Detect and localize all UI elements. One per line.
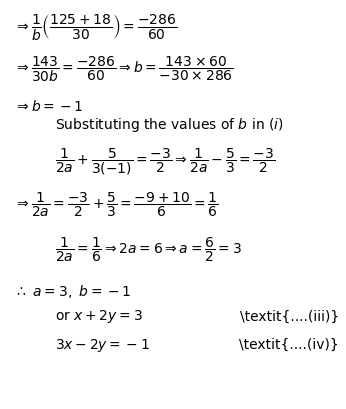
Text: $3x - 2y = -1$: $3x - 2y = -1$ [55, 336, 150, 353]
Text: $\Rightarrow \dfrac{143}{30b} = \dfrac{-286}{60} \Rightarrow b = \dfrac{143 \tim: $\Rightarrow \dfrac{143}{30b} = \dfrac{-… [14, 55, 234, 84]
Text: $\Rightarrow b = -1$: $\Rightarrow b = -1$ [14, 99, 83, 114]
Text: \textit{....(iii)}: \textit{....(iii)} [240, 309, 339, 323]
Text: \textit{....(iv)}: \textit{....(iv)} [239, 337, 339, 351]
Text: $\mathrm{or}\ x + 2y = 3$: $\mathrm{or}\ x + 2y = 3$ [55, 307, 143, 324]
Text: Substituting the values of $b$ in ($i$): Substituting the values of $b$ in ($i$) [55, 116, 284, 134]
Text: $\therefore\ a = 3,\ b = -1$: $\therefore\ a = 3,\ b = -1$ [14, 282, 131, 299]
Text: $\dfrac{1}{2a} = \dfrac{1}{6} \Rightarrow 2a = 6 \Rightarrow a = \dfrac{6}{2} = : $\dfrac{1}{2a} = \dfrac{1}{6} \Rightarro… [55, 235, 242, 264]
Text: $\dfrac{1}{2a} + \dfrac{5}{3(-1)} = \dfrac{-3}{2} \Rightarrow \dfrac{1}{2a} - \d: $\dfrac{1}{2a} + \dfrac{5}{3(-1)} = \dfr… [55, 146, 276, 177]
Text: $\Rightarrow \dfrac{1}{2a} = \dfrac{-3}{2} + \dfrac{5}{3} = \dfrac{-9+10}{6} = \: $\Rightarrow \dfrac{1}{2a} = \dfrac{-3}{… [14, 190, 219, 219]
Text: $\Rightarrow \dfrac{1}{b}\left(\dfrac{125+18}{30}\right) = \dfrac{-286}{60}$: $\Rightarrow \dfrac{1}{b}\left(\dfrac{12… [14, 11, 177, 42]
